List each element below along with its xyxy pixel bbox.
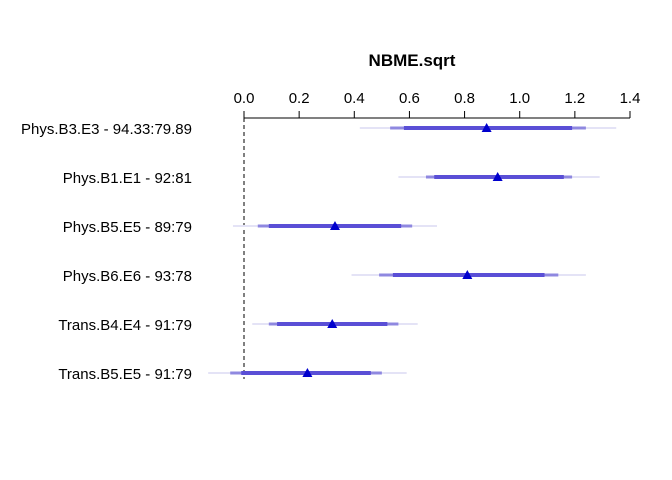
- point-estimate: [481, 123, 492, 132]
- row-label: Phys.B1.E1 - 92:81: [63, 170, 192, 187]
- x-tick-label: 0.8: [454, 90, 475, 107]
- point-estimate: [462, 270, 473, 279]
- row-label: Phys.B3.E3 - 94.33:79.89: [21, 121, 192, 138]
- interval-row: Phys.B3.E3 - 94.33:79.89: [21, 121, 617, 138]
- x-tick-label: 1.0: [509, 90, 530, 107]
- x-tick-label: 0.4: [344, 90, 365, 107]
- interval-row: Phys.B6.E6 - 93:78: [63, 268, 586, 285]
- point-estimate: [492, 172, 503, 181]
- point-estimate: [302, 368, 313, 377]
- x-tick-label: 0.6: [399, 90, 420, 107]
- interval-rows: Phys.B3.E3 - 94.33:79.89 Phys.B1.E1 - 92:…: [21, 121, 617, 383]
- interval-row: Phys.B1.E1 - 92:81: [63, 170, 600, 187]
- x-tick-label: 0.2: [289, 90, 310, 107]
- row-label: Phys.B5.E5 - 89:79: [63, 219, 192, 236]
- interval-row: Trans.B4.E4 - 91:79: [58, 317, 418, 334]
- x-tick-label: 0.0: [234, 90, 255, 107]
- x-axis: 0.0 0.2 0.4 0.6 0.8 1.0 1.2 1.4: [234, 90, 641, 119]
- point-estimate: [329, 221, 340, 230]
- interval-row: Trans.B5.E5 - 91:79: [58, 366, 407, 383]
- x-tick-label: 1.4: [620, 90, 641, 107]
- x-tick-label: 1.2: [564, 90, 585, 107]
- interval-row: Phys.B5.E5 - 89:79: [63, 219, 437, 236]
- chart-title: NBME.sqrt: [369, 51, 456, 70]
- row-label: Phys.B6.E6 - 93:78: [63, 268, 192, 285]
- point-estimate: [327, 319, 338, 328]
- row-label: Trans.B4.E4 - 91:79: [58, 317, 192, 334]
- row-label: Trans.B5.E5 - 91:79: [58, 366, 192, 383]
